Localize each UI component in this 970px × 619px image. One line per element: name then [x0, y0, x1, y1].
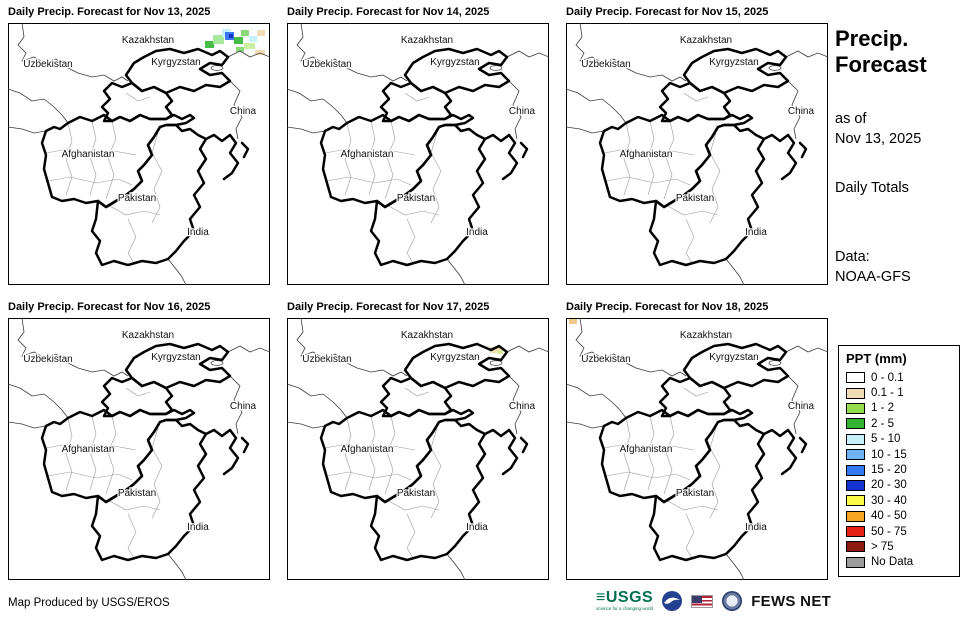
panel-title: Daily Precip. Forecast for Nov 18, 2025 [566, 301, 769, 313]
legend-item: 10 - 15 [846, 447, 952, 462]
precip-cell [205, 41, 214, 48]
legend-item: 1 - 2 [846, 401, 952, 416]
usgs-tagline: science for a changing world [596, 606, 654, 612]
legend-label: 0.1 - 1 [871, 387, 904, 400]
legend-swatch [846, 418, 865, 430]
map-panel-1: Daily Precip. Forecast for Nov 13, 2025 [8, 6, 270, 285]
legend-label: 30 - 40 [871, 494, 907, 507]
government-seal-icon [722, 591, 743, 611]
legend-swatch [846, 449, 865, 461]
usgs-logo-text: ≡USGS [596, 589, 654, 607]
legend-item: 30 - 40 [846, 493, 952, 508]
legend-item: > 75 [846, 539, 952, 554]
precip-cell [229, 34, 233, 38]
legend-label: 1 - 2 [871, 402, 895, 415]
legend-item: 2 - 5 [846, 416, 952, 431]
precip-overlay [205, 29, 265, 55]
panel-title: Daily Precip. Forecast for Nov 16, 2025 [8, 301, 211, 313]
panel-title: Daily Precip. Forecast for Nov 13, 2025 [8, 6, 211, 18]
precip-cell [244, 43, 255, 49]
precip-cell [249, 36, 257, 42]
map-frame [8, 318, 270, 580]
footer-logos: ≡USGS science for a changing world FEWS … [596, 588, 831, 614]
legend-label: 0 - 0.1 [871, 371, 904, 384]
precip-cell [234, 37, 243, 44]
legend-items: 0 - 0.1 0.1 - 1 1 - 2 2 - 5 5 - 10 10 - 15 15 … [846, 370, 952, 570]
legend-item: 15 - 20 [846, 462, 952, 477]
legend-swatch [846, 526, 865, 538]
daily-totals-label: Daily Totals [835, 180, 909, 196]
legend-swatch [846, 387, 865, 399]
precip-cell [497, 350, 503, 354]
legend-swatch [846, 402, 865, 414]
legend-swatch [846, 541, 865, 553]
legend-item: 0 - 0.1 [846, 370, 952, 385]
legend-label: 40 - 50 [871, 510, 907, 523]
precip-overlay [569, 319, 577, 324]
as-of-block: as of Nov 13, 2025 [835, 110, 921, 149]
precip-cell [257, 30, 265, 36]
legend-swatch [846, 556, 865, 568]
map-panel-4: Daily Precip. Forecast for Nov 16, 2025 [8, 301, 270, 580]
precip-cell [236, 47, 244, 52]
map-panel-2: Daily Precip. Forecast for Nov 14, 2025 [287, 6, 549, 285]
product-title: Precip. Forecast [835, 26, 927, 78]
legend-label: 50 - 75 [871, 525, 907, 538]
legend-item: 50 - 75 [846, 524, 952, 539]
as-of-date: Nov 13, 2025 [835, 130, 922, 147]
legend-item: 5 - 10 [846, 432, 952, 447]
us-flag-icon [691, 594, 714, 608]
noaa-logo [662, 591, 683, 611]
as-of-label: as of [835, 111, 867, 127]
precip-cell [255, 50, 265, 55]
legend-item: 20 - 30 [846, 478, 952, 493]
map-panel-3: Daily Precip. Forecast for Nov 15, 2025 [566, 6, 828, 285]
forecast-map-6 [566, 318, 828, 580]
legend-title: PPT (mm) [846, 351, 907, 366]
product-title-line2: Forecast [835, 51, 927, 77]
usgs-logo: ≡USGS science for a changing world [596, 590, 653, 612]
forecast-map-2 [287, 23, 549, 285]
map-panel-6: Daily Precip. Forecast for Nov 18, 2025 [566, 301, 828, 580]
precip-cell [213, 35, 224, 44]
forecast-map-3 [566, 23, 828, 285]
legend: PPT (mm) 0 - 0.1 0.1 - 1 1 - 2 2 - 5 5 - 10 1… [838, 345, 960, 578]
legend-item: 0.1 - 1 [846, 385, 952, 400]
forecast-map-1 [8, 23, 270, 285]
legend-swatch [846, 495, 865, 507]
legend-swatch [846, 510, 865, 522]
precip-overlay [490, 347, 503, 354]
panel-title: Daily Precip. Forecast for Nov 14, 2025 [287, 6, 490, 18]
precip-cell [490, 347, 503, 353]
data-source-block: Data: NOAA-GFS [835, 248, 911, 287]
legend-swatch [846, 372, 865, 384]
map-credit: Map Produced by USGS/EROS [8, 597, 170, 609]
legend-label: 2 - 5 [871, 417, 895, 430]
legend-label: > 75 [871, 540, 894, 553]
legend-label: 10 - 15 [871, 448, 907, 461]
data-source-value: NOAA-GFS [835, 268, 911, 285]
precip-cell [569, 319, 577, 324]
legend-label: 20 - 30 [871, 479, 907, 492]
legend-swatch [846, 464, 865, 476]
legend-item: No Data [846, 555, 952, 570]
product-title-line1: Precip. [835, 26, 909, 51]
legend-swatch [846, 433, 865, 445]
data-source-label: Data: [835, 249, 870, 265]
legend-label: 5 - 10 [871, 433, 901, 446]
map-panel-5: Daily Precip. Forecast for Nov 17, 2025 [287, 301, 549, 580]
forecast-map-4 [8, 318, 270, 580]
precip-cell [241, 30, 249, 36]
fews-net-logo: FEWS NET [751, 592, 832, 610]
forecast-map-5 [287, 318, 549, 580]
legend-swatch [846, 479, 865, 491]
panel-title: Daily Precip. Forecast for Nov 15, 2025 [566, 6, 769, 18]
legend-item: 40 - 50 [846, 509, 952, 524]
panel-title: Daily Precip. Forecast for Nov 17, 2025 [287, 301, 490, 313]
legend-label: 15 - 20 [871, 464, 907, 477]
legend-label: No Data [871, 556, 914, 569]
